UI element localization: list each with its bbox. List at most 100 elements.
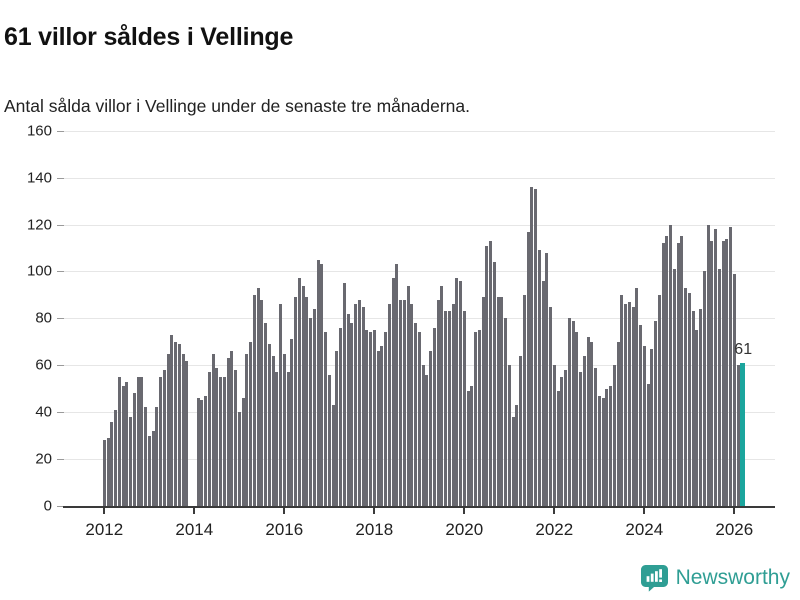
bar — [425, 374, 429, 506]
bar — [410, 304, 414, 506]
bar — [545, 252, 549, 506]
x-axis-tick — [553, 508, 556, 514]
bar — [635, 287, 639, 506]
bar — [594, 367, 598, 506]
bar — [702, 271, 706, 506]
bar — [376, 351, 380, 506]
bar — [286, 372, 290, 506]
bar — [305, 297, 309, 506]
y-axis-label: 100 — [26, 262, 52, 280]
bar — [560, 376, 564, 506]
highlighted-last-bar — [740, 362, 745, 506]
bar — [489, 240, 493, 506]
bar — [597, 395, 601, 506]
bar — [166, 353, 170, 506]
bar — [335, 351, 339, 506]
bar — [384, 332, 388, 506]
bar — [282, 353, 286, 506]
bar — [387, 304, 391, 506]
bar — [436, 299, 440, 506]
bar — [699, 308, 703, 506]
bar — [406, 285, 410, 506]
bar — [395, 264, 399, 506]
y-axis-label: 40 — [35, 403, 52, 421]
newsworthy-logo: Newsworthy — [640, 564, 790, 592]
y-axis-tick — [57, 177, 64, 179]
bar — [417, 332, 421, 506]
bar — [444, 311, 448, 506]
bar — [290, 339, 294, 506]
bar — [481, 297, 485, 506]
bar — [642, 346, 646, 506]
y-axis-label: 80 — [35, 309, 52, 327]
bar — [627, 301, 631, 506]
bar — [200, 400, 204, 506]
bar — [714, 229, 718, 506]
bar — [710, 240, 714, 506]
x-axis-label: 2026 — [715, 520, 754, 539]
bar — [399, 299, 403, 506]
y-axis-label: 0 — [43, 497, 52, 515]
bar — [211, 353, 215, 506]
y-axis-label: 20 — [35, 450, 52, 468]
y-axis-tick — [57, 224, 64, 226]
bar — [717, 269, 721, 506]
bar — [459, 280, 463, 506]
bar — [650, 348, 654, 506]
y-axis-tick — [57, 271, 64, 273]
bar — [140, 376, 144, 506]
last-bar-value-label: 61 — [734, 340, 753, 358]
bar — [260, 299, 264, 506]
bar — [339, 327, 343, 506]
bar — [504, 318, 508, 506]
bar — [432, 327, 436, 506]
bar — [159, 376, 163, 506]
bar — [530, 186, 534, 506]
bar — [732, 273, 736, 506]
bar — [519, 355, 523, 506]
gridline — [63, 224, 775, 226]
bar — [526, 231, 530, 506]
bar — [485, 245, 489, 506]
bar — [507, 365, 511, 506]
bar — [522, 294, 526, 506]
bar — [215, 367, 219, 506]
bar — [672, 269, 676, 506]
x-axis-label: 2014 — [175, 520, 214, 539]
bar — [601, 398, 605, 506]
bar — [129, 416, 133, 506]
bar — [279, 304, 283, 506]
bar — [736, 365, 740, 506]
bar — [474, 332, 478, 506]
bar — [316, 259, 320, 506]
bar — [552, 365, 556, 506]
bar — [110, 421, 114, 506]
gridline — [63, 318, 775, 320]
bar — [346, 313, 350, 506]
bar — [725, 238, 729, 506]
bar — [462, 311, 466, 506]
bar — [680, 236, 684, 506]
x-axis-tick — [103, 508, 106, 514]
bar — [136, 376, 140, 506]
bar — [500, 297, 504, 506]
bar — [451, 304, 455, 506]
bar — [661, 243, 665, 506]
bar — [429, 351, 433, 506]
x-axis-tick — [643, 508, 646, 514]
bar — [579, 372, 583, 506]
bar — [402, 299, 406, 506]
y-axis-tick — [57, 459, 64, 461]
x-axis-line — [63, 506, 775, 508]
bar — [684, 287, 688, 506]
x-axis-label: 2018 — [355, 520, 394, 539]
y-axis-label: 60 — [35, 356, 52, 374]
newsworthy-speech-bubble-chart-icon — [640, 564, 669, 592]
bar — [534, 189, 538, 506]
bar — [564, 369, 568, 506]
bar — [609, 386, 613, 506]
y-axis-tick — [57, 318, 64, 320]
bar — [729, 226, 733, 506]
y-axis-tick — [57, 365, 64, 367]
x-axis-label: 2016 — [265, 520, 304, 539]
